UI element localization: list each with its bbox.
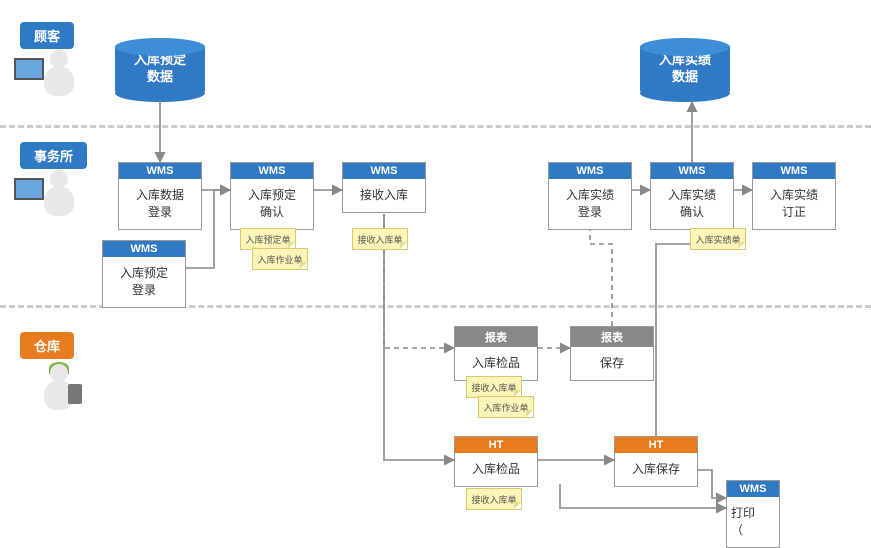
actor-customer-icon bbox=[28, 48, 88, 108]
lane-label-office: 事务所 bbox=[20, 142, 87, 169]
box-wms-plan-conf: WMS入库预定确认 bbox=[230, 162, 314, 230]
cylinder-label: 入库实绩数据 bbox=[659, 52, 711, 86]
note-doc: 接收入库单 bbox=[466, 488, 522, 510]
cylinder-output-data: 入库实绩数据 bbox=[640, 38, 730, 98]
box-body: 入库实绩订正 bbox=[753, 179, 835, 229]
box-body: 入库数据登录 bbox=[119, 179, 201, 229]
box-header: WMS bbox=[343, 163, 425, 179]
lane-label-warehouse: 仓库 bbox=[20, 332, 74, 359]
box-ht-inspect: HT入库检品 bbox=[454, 436, 538, 487]
box-ht-store: HT入库保存 bbox=[614, 436, 698, 487]
note-doc: 入库预定单 bbox=[240, 228, 296, 250]
box-body: 接收入库 bbox=[343, 179, 425, 212]
box-body: 入库保存 bbox=[615, 453, 697, 486]
lane-separator bbox=[0, 125, 871, 128]
box-header: WMS bbox=[103, 241, 185, 257]
box-header: WMS bbox=[753, 163, 835, 179]
box-wms-print: WMS打印（ bbox=[726, 480, 780, 548]
cylinder-label: 入库预定数据 bbox=[134, 52, 186, 86]
note-doc: 接收入库单 bbox=[352, 228, 408, 250]
actor-warehouse-icon bbox=[28, 362, 88, 422]
box-wms-result-reg: WMS入库实绩登录 bbox=[548, 162, 632, 230]
note-doc: 接收入库单 bbox=[466, 376, 522, 398]
box-report-inspect: 报表入库检品 bbox=[454, 326, 538, 381]
box-body: 入库预定确认 bbox=[231, 179, 313, 229]
box-header: 报表 bbox=[571, 327, 653, 347]
cylinder-input-data: 入库预定数据 bbox=[115, 38, 205, 98]
box-wms-result-conf: WMS入库实绩确认 bbox=[650, 162, 734, 230]
box-report-store: 报表保存 bbox=[570, 326, 654, 381]
box-body: 打印（ bbox=[727, 497, 779, 547]
box-wms-data-reg: WMS入库数据登录 bbox=[118, 162, 202, 230]
box-body: 入库实绩确认 bbox=[651, 179, 733, 229]
box-wms-plan-reg: WMS入库预定登录 bbox=[102, 240, 186, 308]
box-header: WMS bbox=[231, 163, 313, 179]
actor-office-icon bbox=[28, 168, 88, 228]
box-body: 入库检品 bbox=[455, 453, 537, 486]
box-body: 入库检品 bbox=[455, 347, 537, 380]
box-header: WMS bbox=[119, 163, 201, 179]
box-header: HT bbox=[455, 437, 537, 453]
box-header: WMS bbox=[727, 481, 779, 497]
note-doc: 入库作业单 bbox=[478, 396, 534, 418]
box-header: WMS bbox=[549, 163, 631, 179]
box-header: 报表 bbox=[455, 327, 537, 347]
note-doc: 入库实绩单 bbox=[690, 228, 746, 250]
box-wms-receive: WMS接收入库 bbox=[342, 162, 426, 213]
box-body: 入库预定登录 bbox=[103, 257, 185, 307]
box-wms-result-fix: WMS入库实绩订正 bbox=[752, 162, 836, 230]
box-body: 保存 bbox=[571, 347, 653, 380]
box-body: 入库实绩登录 bbox=[549, 179, 631, 229]
note-doc: 入库作业单 bbox=[252, 248, 308, 270]
box-header: WMS bbox=[651, 163, 733, 179]
lane-label-customer: 顾客 bbox=[20, 22, 74, 49]
box-header: HT bbox=[615, 437, 697, 453]
